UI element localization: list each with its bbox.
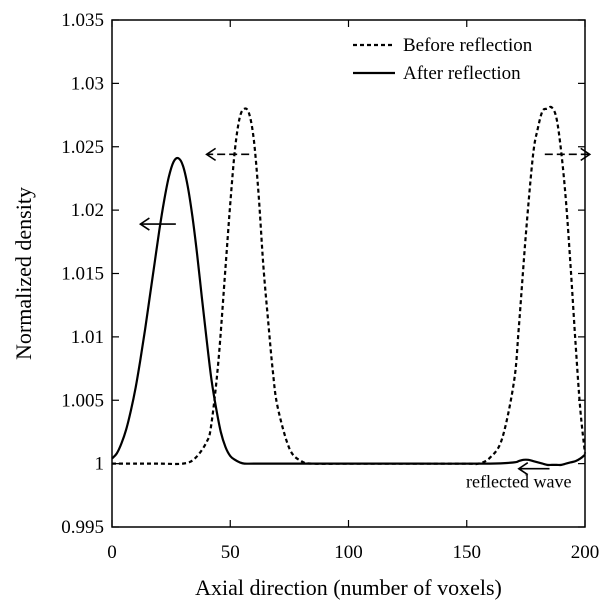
y-axis-ticks: 0.995 1 1.005 1.01 1.015 1.02 1.025 1.03 1.035 [61, 10, 585, 538]
y-tick-label: 1.015 [61, 264, 104, 285]
y-tick-label: 1.02 [71, 200, 104, 221]
annotation-arrowhead-2 [580, 147, 592, 162]
y-tick-label: 1.035 [61, 10, 104, 31]
x-tick-label: 50 [221, 542, 240, 563]
annotation-arrowhead-4 [517, 462, 529, 476]
x-tick-label: 150 [453, 542, 482, 563]
legend-label-before-reflection: Before reflection [403, 35, 533, 56]
y-tick-label: 1.005 [61, 390, 104, 411]
series-line-after-reflection [111, 156, 586, 467]
x-tick-label: 200 [571, 542, 600, 563]
x-tick-label: 0 [107, 542, 117, 563]
y-tick-label: 1.01 [71, 327, 104, 348]
x-tick-label: 100 [334, 542, 363, 563]
y-axis-label: Normalized density [11, 187, 36, 360]
x-axis-ticks: 0 50 100 150 200 [107, 20, 599, 563]
legend: Before reflection After reflection [353, 35, 533, 84]
annotation-reflected-wave: reflected wave [466, 471, 571, 491]
annotation-arrowhead-1 [205, 147, 217, 162]
annotation-layer: reflected wave [138, 147, 592, 491]
y-tick-label: 1.025 [61, 137, 104, 158]
x-axis-label: Axial direction (number of voxels) [195, 575, 502, 600]
plot-border [111, 19, 586, 528]
y-tick-label: 1.03 [71, 73, 104, 94]
series-line-before-reflection [112, 105, 587, 466]
annotation-arrowhead-3 [138, 217, 150, 231]
series-layer [111, 105, 587, 467]
plot-frame [111, 19, 586, 528]
y-tick-label: 0.995 [61, 517, 104, 538]
y-tick-label: 1 [95, 454, 105, 475]
legend-label-after-reflection: After reflection [403, 63, 521, 84]
